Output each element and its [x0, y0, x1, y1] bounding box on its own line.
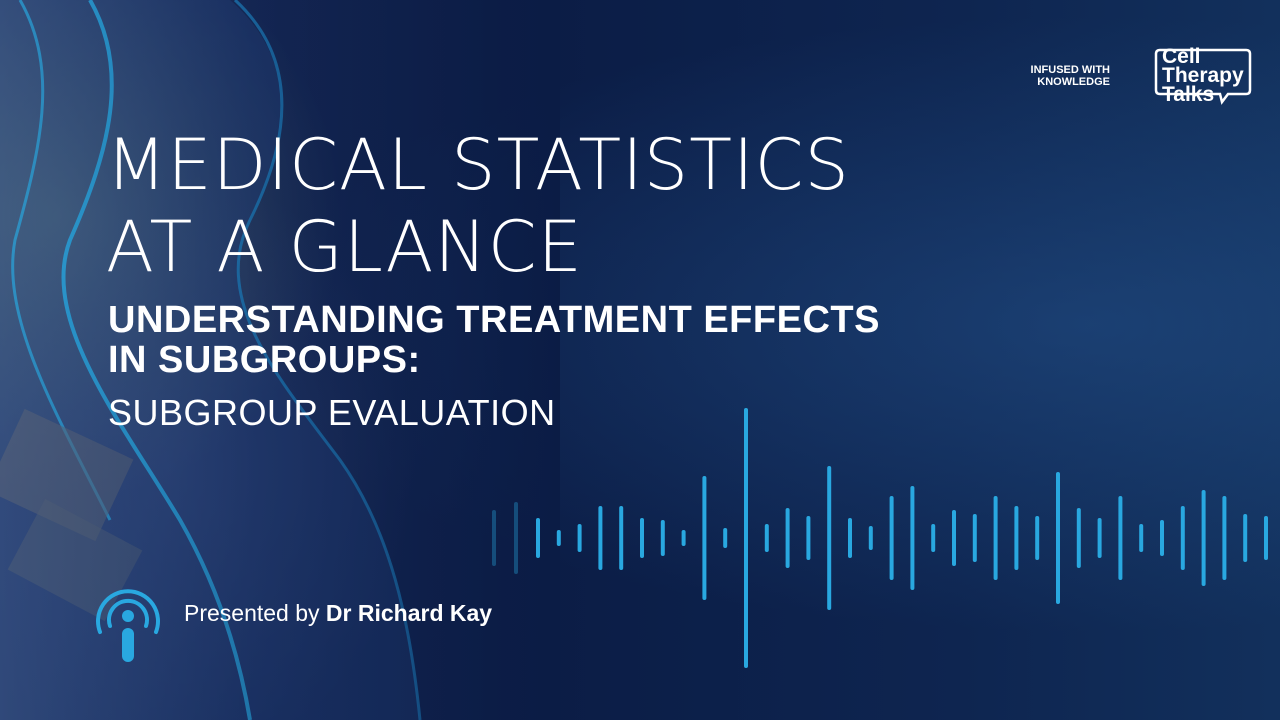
presenter-name: Dr Richard Kay — [325, 600, 493, 626]
subtitle-line-1: UNDERSTANDING TREATMENT EFFECTS — [108, 299, 880, 341]
brand-header: INFUSED WITH KNOWLEDGE Cell Therapy Talk… — [1018, 46, 1258, 108]
title-line-1: MEDICAL STATISTICS — [106, 124, 850, 206]
episode-tagline: SUBGROUP EVALUATION — [108, 392, 556, 433]
presenter-prefix: Presented by — [184, 600, 320, 626]
brand-tagline: INFUSED WITH KNOWLEDGE — [1031, 64, 1110, 88]
logo-line-3: Talks — [1162, 83, 1215, 106]
subtitle-line-2: IN SUBGROUPS: — [108, 339, 421, 381]
brand-tag-line-1: INFUSED WITH — [1030, 64, 1110, 76]
presenter-credit: Presented by Dr Richard Kay — [184, 600, 492, 627]
title-line-2: AT A GLANCE — [106, 206, 583, 288]
cell-therapy-talks-logo: Cell Therapy Talks — [1150, 46, 1258, 108]
podcast-icon — [86, 578, 170, 673]
page-title: MEDICAL STATISTICS AT A GLANCE — [106, 124, 850, 288]
logo-line-2: Therapy — [1162, 64, 1244, 87]
logo-line-1: Cell — [1162, 45, 1201, 68]
background-photo — [0, 0, 560, 720]
episode-subtitle: UNDERSTANDING TREATMENT EFFECTS IN SUBGR… — [108, 300, 880, 380]
brand-tag-line-2: KNOWLEDGE — [1037, 76, 1110, 88]
